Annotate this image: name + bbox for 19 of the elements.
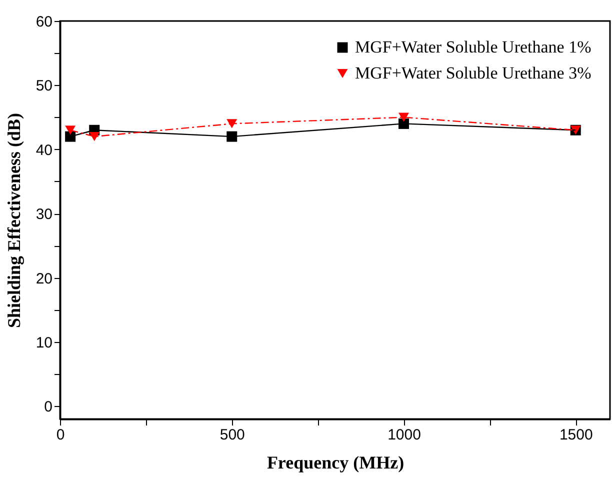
y-tick-label: 40 [36, 142, 52, 159]
x-axis-title: Frequency (MHz) [266, 452, 404, 472]
y-tick-label: 30 [36, 206, 52, 224]
x-tick-label: 0 [56, 426, 65, 444]
point [89, 132, 100, 142]
x-tick-label: 500 [220, 426, 245, 444]
y-tick-label: 60 [36, 14, 52, 30]
legend-label: MGF+Water Soluble Urethane 3% [355, 64, 592, 82]
y-axis-title: Shielding Effectiveness (dB) [4, 112, 24, 328]
x-tick-label: 1500 [559, 426, 593, 444]
point [65, 126, 76, 135]
y-tick-label: 0 [44, 398, 52, 416]
y-tick-label: 50 [36, 78, 52, 95]
point [398, 112, 409, 122]
x-tick-label: 1000 [388, 426, 421, 444]
point [226, 119, 238, 128]
y-tick-label: 20 [36, 270, 52, 288]
y-tick-label: 10 [36, 334, 52, 352]
legend-label: MGF+Water Soluble Urethane 1% [355, 38, 592, 56]
